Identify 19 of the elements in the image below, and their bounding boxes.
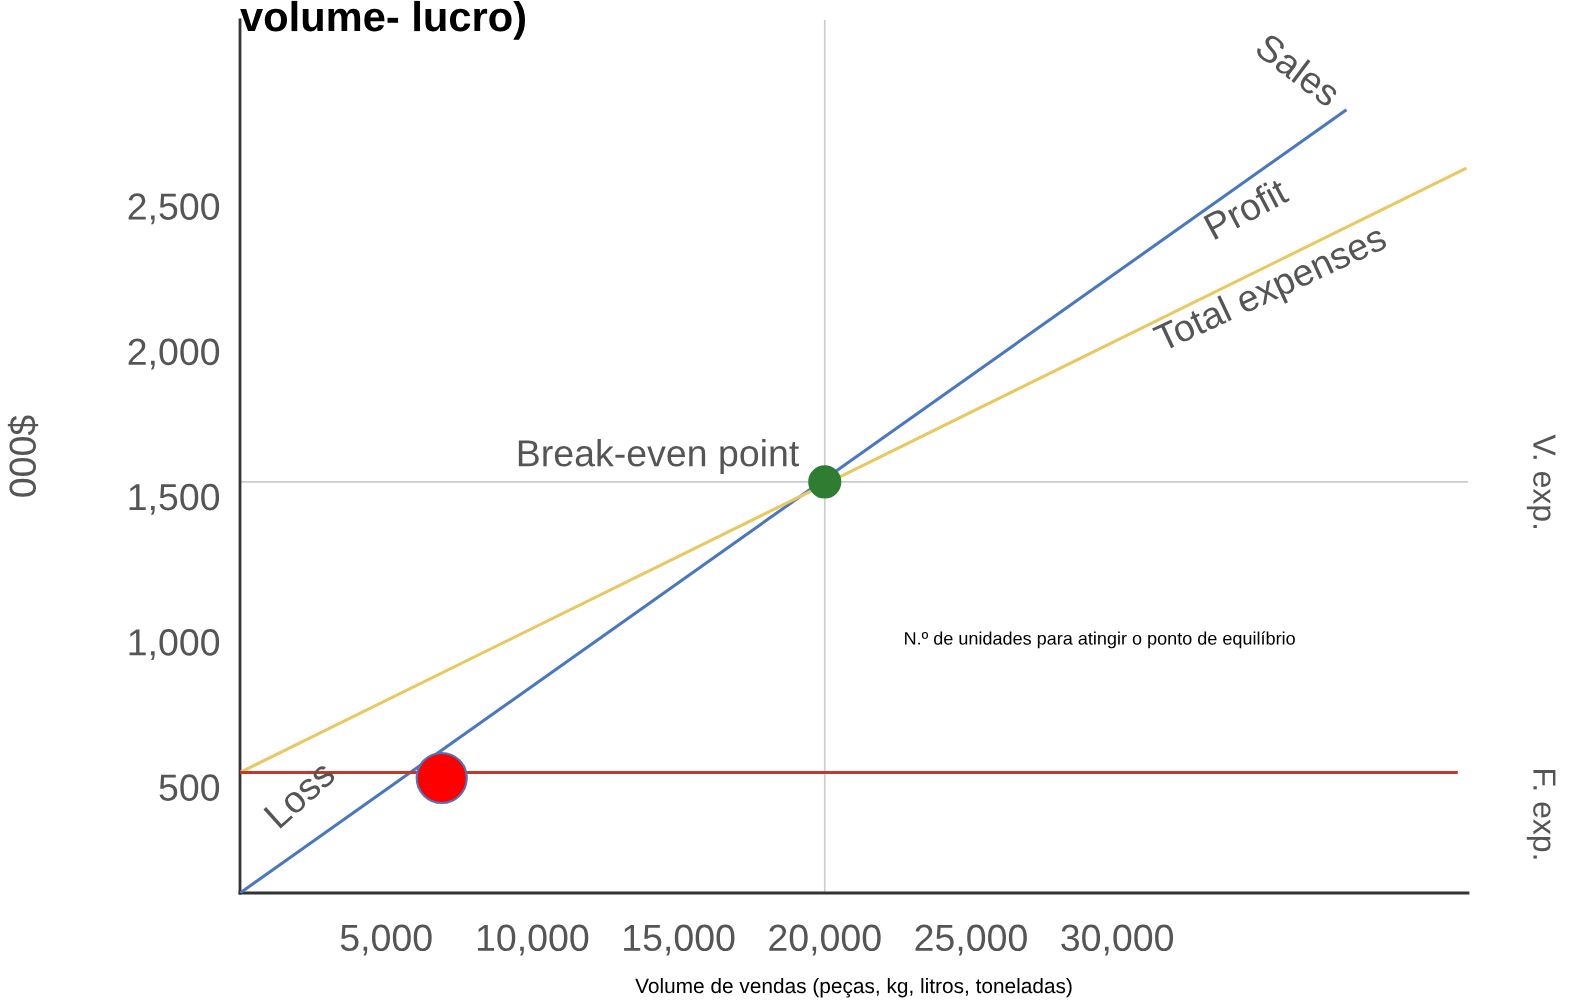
text: F. exp.: [1526, 770, 1556, 859]
x-tick-label: 30,000: [1061, 924, 1174, 956]
x-tick-label: 20,000: [769, 924, 881, 956]
y-tick-label: 2,000: [128, 338, 220, 370]
annotation: N.º de unidades para atingir o ponto de equilíbrio: [905, 631, 1295, 649]
chart-title: volume- lucro): [240, 0, 525, 40]
y-tick-label: 500: [159, 774, 220, 801]
annotation: Loss: [263, 759, 337, 829]
y-tick-label: 2,500: [128, 193, 220, 225]
x-tick-label: 15,000: [624, 924, 735, 956]
x-tick-label: 25,000: [915, 924, 1027, 956]
y-tick-label: 1,500: [129, 483, 220, 515]
annotation: Break-even point: [518, 439, 799, 474]
x-tick-label: 10,000: [477, 924, 589, 956]
x-tick-label: 5,000: [340, 924, 432, 956]
y-tick-label: 1,000: [129, 629, 220, 661]
y-axis-title: 000$: [7, 415, 39, 497]
text: V. exp.: [1526, 434, 1556, 529]
x-axis-title: Volume de vendas (peças, kg, litros, toneladas): [635, 977, 1072, 998]
